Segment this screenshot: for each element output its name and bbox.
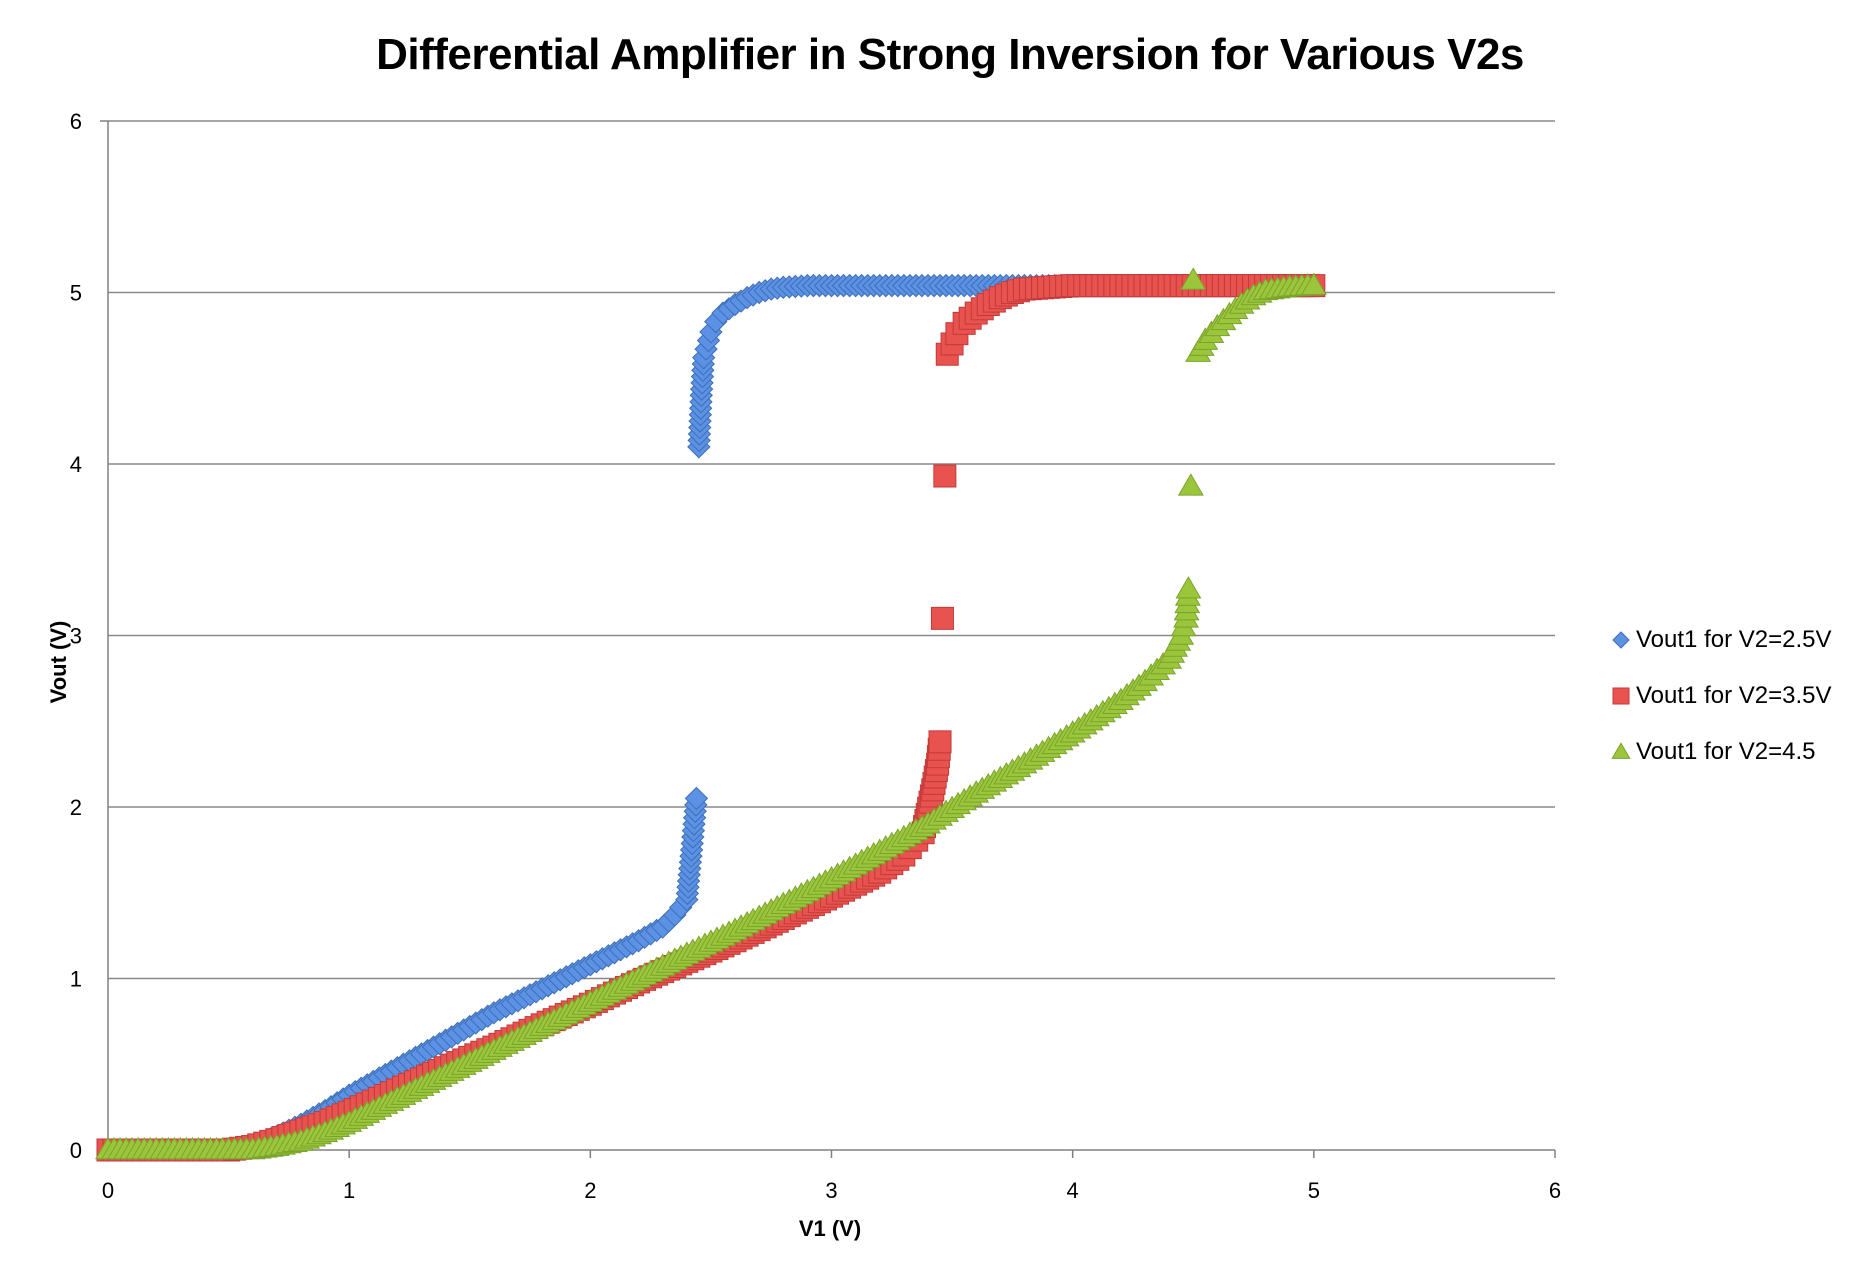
legend-item-2: Vout1 for V2=3.5V	[1610, 668, 1831, 724]
data-point	[930, 606, 954, 630]
triangle-marker-icon	[1611, 742, 1631, 759]
x-tick-label: 2	[584, 1178, 596, 1203]
legend-marker-shape	[1612, 687, 1630, 705]
data-point	[1180, 267, 1207, 290]
y-tick-label: 3	[70, 624, 82, 649]
axes	[100, 120, 1556, 1158]
data-point	[928, 730, 952, 754]
y-tick-label: 6	[70, 109, 82, 134]
x-tick-label: 6	[1549, 1178, 1561, 1203]
gridlines	[108, 120, 1555, 980]
legend-item-3: Vout1 for V2=4.5	[1610, 724, 1831, 780]
legend-label: Vout1 for V2=2.5V	[1636, 626, 1832, 653]
legend-marker-shape	[1612, 631, 1630, 649]
series-1	[96, 273, 1326, 1162]
x-tick-label: 3	[825, 1178, 837, 1203]
y-tick-label: 4	[70, 452, 82, 477]
series-3	[95, 267, 1327, 1160]
y-tick-label: 5	[70, 281, 82, 306]
data-point	[1177, 473, 1204, 496]
data-point	[684, 786, 709, 811]
legend-label: Vout1 for V2=4.5	[1636, 738, 1816, 765]
legend-item-1: Vout1 for V2=2.5V	[1610, 612, 1831, 668]
data-point	[933, 464, 957, 488]
square-marker-icon	[1612, 687, 1630, 705]
x-tick-label: 1	[343, 1178, 355, 1203]
x-tick-label: 4	[1067, 1178, 1079, 1203]
x-axis-label: V1 (V)	[799, 1216, 861, 1241]
legend-marker-shape	[1611, 742, 1631, 759]
chart-title: Differential Amplifier in Strong Inversi…	[376, 30, 1524, 79]
legend-label: Vout1 for V2=3.5V	[1636, 682, 1832, 709]
y-tick-label: 2	[70, 795, 82, 820]
y-axis-label: Vout (V)	[46, 621, 71, 704]
data-point	[1300, 272, 1327, 295]
data-series	[95, 267, 1327, 1162]
x-tick-label: 5	[1308, 1178, 1320, 1203]
tick-labels: 0 1 2 3 4 5 6 0 1 2 3 4 5 6	[70, 109, 1561, 1203]
diamond-marker-icon	[1612, 631, 1630, 649]
y-tick-label: 0	[70, 1138, 82, 1163]
y-tick-label: 1	[70, 967, 82, 992]
x-tick-label: 0	[102, 1178, 114, 1203]
data-point	[1175, 576, 1202, 599]
legend: Vout1 for V2=2.5V Vout1 for V2=3.5V Vout1 …	[1610, 612, 1831, 780]
